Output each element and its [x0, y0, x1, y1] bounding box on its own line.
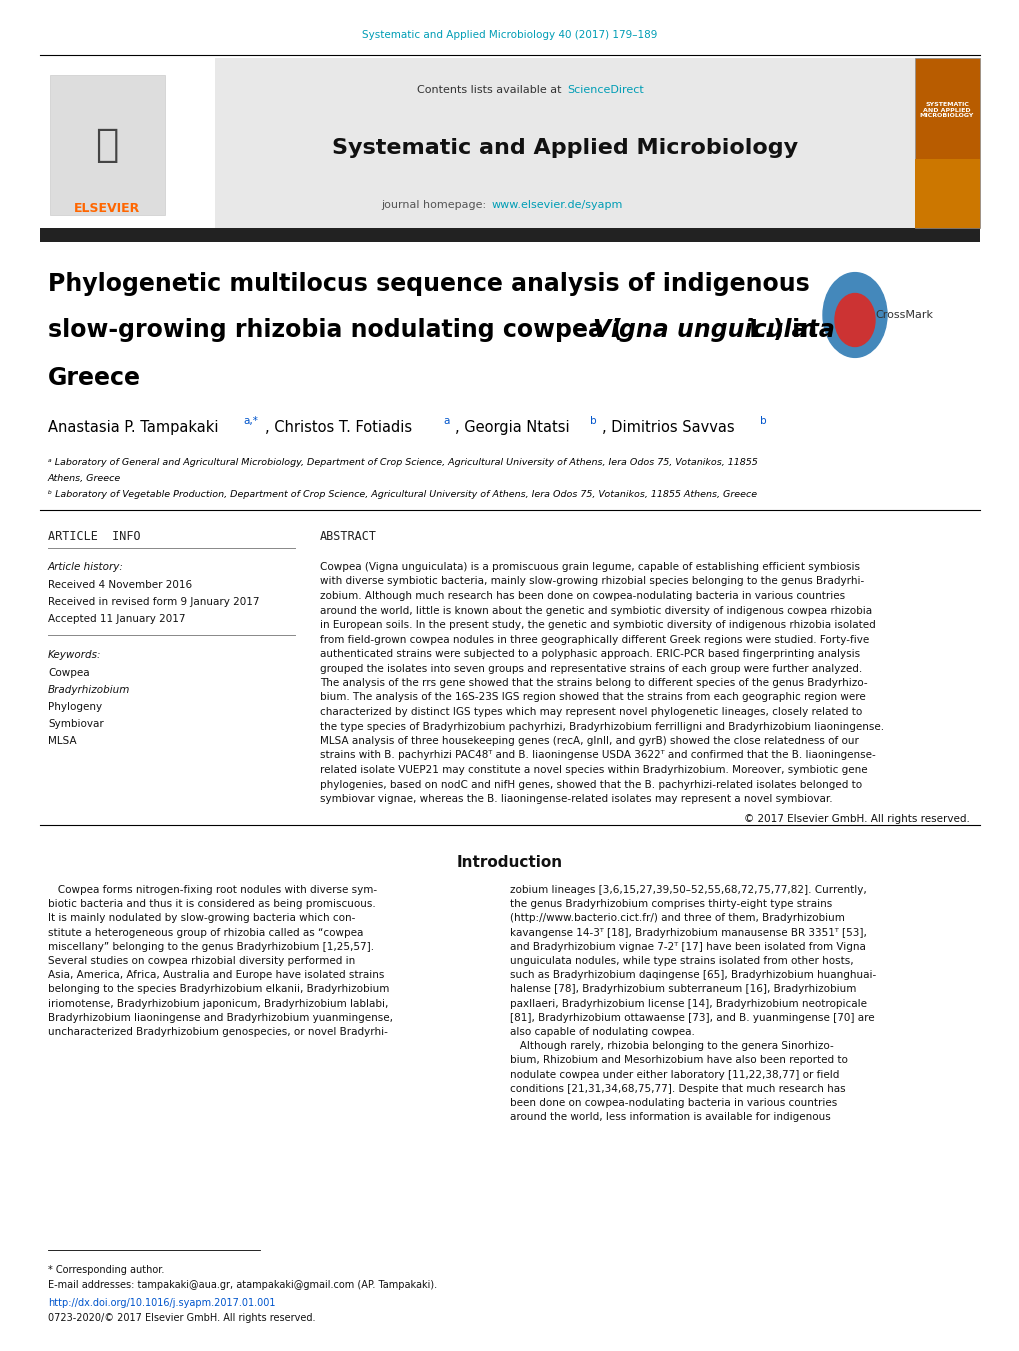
Text: around the world, less information is available for indigenous: around the world, less information is av… [510, 1112, 829, 1123]
Text: conditions [21,31,34,68,75,77]. Despite that much research has: conditions [21,31,34,68,75,77]. Despite … [510, 1084, 845, 1094]
Text: been done on cowpea-nodulating bacteria in various countries: been done on cowpea-nodulating bacteria … [510, 1098, 837, 1108]
Text: authenticated strains were subjected to a polyphasic approach. ERIC-PCR based fi: authenticated strains were subjected to … [320, 648, 859, 659]
Text: symbiovar vignae, whereas the B. liaoningense-related isolates may represent a n: symbiovar vignae, whereas the B. liaonin… [320, 794, 832, 804]
Text: E-mail addresses: tampakaki@aua.gr, atampakaki@gmail.com (AP. Tampakaki).: E-mail addresses: tampakaki@aua.gr, atam… [48, 1279, 437, 1290]
Text: Greece: Greece [48, 366, 141, 390]
Text: zobium lineages [3,6,15,27,39,50–52,55,68,72,75,77,82]. Currently,: zobium lineages [3,6,15,27,39,50–52,55,6… [510, 885, 866, 894]
Text: www.elsevier.de/syapm: www.elsevier.de/syapm [491, 200, 623, 209]
Text: also capable of nodulating cowpea.: also capable of nodulating cowpea. [510, 1027, 694, 1038]
Text: Bradyrhizobium liaoningense and Bradyrhizobium yuanmingense,: Bradyrhizobium liaoningense and Bradyrhi… [48, 1013, 392, 1023]
Text: related isolate VUEP21 may constitute a novel species within Bradyrhizobium. Mor: related isolate VUEP21 may constitute a … [320, 765, 867, 775]
Text: Several studies on cowpea rhizobial diversity performed in: Several studies on cowpea rhizobial dive… [48, 957, 355, 966]
Text: ELSEVIER: ELSEVIER [73, 201, 140, 215]
Text: Systematic and Applied Microbiology 40 (2017) 179–189: Systematic and Applied Microbiology 40 (… [362, 30, 657, 41]
Text: a,*: a,* [243, 416, 258, 426]
Text: strains with B. pachyrhizi PAC48ᵀ and B. liaoningense USDA 3622ᵀ and confirmed t: strains with B. pachyrhizi PAC48ᵀ and B.… [320, 751, 875, 761]
Text: in European soils. In the present study, the genetic and symbiotic diversity of : in European soils. In the present study,… [320, 620, 875, 630]
Text: Accepted 11 January 2017: Accepted 11 January 2017 [48, 613, 185, 624]
Text: Vigna unguiculata: Vigna unguiculata [592, 317, 835, 342]
Text: Received in revised form 9 January 2017: Received in revised form 9 January 2017 [48, 597, 259, 607]
Text: Received 4 November 2016: Received 4 November 2016 [48, 580, 192, 590]
Text: stitute a heterogeneous group of rhizobia called as “cowpea: stitute a heterogeneous group of rhizobi… [48, 928, 363, 938]
Text: CrossMark: CrossMark [874, 309, 932, 320]
Text: nodulate cowpea under either laboratory [11,22,38,77] or field: nodulate cowpea under either laboratory … [510, 1070, 839, 1079]
Text: b: b [759, 416, 766, 426]
Text: Article history:: Article history: [48, 562, 123, 571]
Text: zobium. Although much research has been done on cowpea-nodulating bacteria in va: zobium. Although much research has been … [320, 590, 845, 601]
Text: the type species of Bradyrhizobium pachyrhizi, Bradyrhizobium ferrilligni and Br: the type species of Bradyrhizobium pachy… [320, 721, 883, 731]
Text: L.) in: L.) in [740, 317, 816, 342]
Text: from field-grown cowpea nodules in three geographically different Greek regions : from field-grown cowpea nodules in three… [320, 635, 868, 644]
Text: SYSTEMATIC
AND APPLIED
MICROBIOLOGY: SYSTEMATIC AND APPLIED MICROBIOLOGY [919, 101, 973, 119]
Text: Bradyrhizobium: Bradyrhizobium [48, 685, 130, 694]
Text: Contents lists available at: Contents lists available at [417, 85, 565, 95]
Text: ScienceDirect: ScienceDirect [567, 85, 643, 95]
Text: (http://www.bacterio.cict.fr/) and three of them, Bradyrhizobium: (http://www.bacterio.cict.fr/) and three… [510, 913, 844, 923]
Text: Systematic and Applied Microbiology: Systematic and Applied Microbiology [331, 138, 797, 158]
Text: Athens, Greece: Athens, Greece [48, 474, 121, 484]
Text: Anastasia P. Tampakaki: Anastasia P. Tampakaki [48, 420, 218, 435]
Text: bium, Rhizobium and Mesorhizobium have also been reported to: bium, Rhizobium and Mesorhizobium have a… [510, 1055, 847, 1066]
Text: It is mainly nodulated by slow-growing bacteria which con-: It is mainly nodulated by slow-growing b… [48, 913, 355, 923]
Text: ᵃ Laboratory of General and Agricultural Microbiology, Department of Crop Scienc: ᵃ Laboratory of General and Agricultural… [48, 458, 757, 467]
Text: MLSA: MLSA [48, 736, 76, 746]
Text: belonging to the species Bradyrhizobium elkanii, Bradyrhizobium: belonging to the species Bradyrhizobium … [48, 985, 389, 994]
Text: Although rarely, rhizobia belonging to the genera Sinorhizo-: Although rarely, rhizobia belonging to t… [510, 1042, 833, 1051]
Text: Cowpea (Vigna unguiculata) is a promiscuous grain legume, capable of establishin: Cowpea (Vigna unguiculata) is a promiscu… [320, 562, 859, 571]
Text: © 2017 Elsevier GmbH. All rights reserved.: © 2017 Elsevier GmbH. All rights reserve… [744, 815, 969, 824]
Text: around the world, little is known about the genetic and symbiotic diversity of i: around the world, little is known about … [320, 605, 871, 616]
Text: unguiculata nodules, while type strains isolated from other hosts,: unguiculata nodules, while type strains … [510, 957, 853, 966]
Text: 0723-2020/© 2017 Elsevier GmbH. All rights reserved.: 0723-2020/© 2017 Elsevier GmbH. All righ… [48, 1313, 315, 1323]
Text: * Corresponding author.: * Corresponding author. [48, 1265, 164, 1275]
Text: The analysis of the rrs gene showed that the strains belong to different species: The analysis of the rrs gene showed that… [320, 678, 867, 688]
Text: halense [78], Bradyrhizobium subterraneum [16], Bradyrhizobium: halense [78], Bradyrhizobium subterraneu… [510, 985, 856, 994]
Text: ABSTRACT: ABSTRACT [320, 530, 377, 543]
Text: and Bradyrhizobium vignae 7-2ᵀ [17] have been isolated from Vigna: and Bradyrhizobium vignae 7-2ᵀ [17] have… [510, 942, 865, 952]
Text: phylogenies, based on nodC and nifH genes, showed that the B. pachyrhizi-related: phylogenies, based on nodC and nifH gene… [320, 780, 861, 789]
Text: paxllaeri, Bradyrhizobium license [14], Bradyrhizobium neotropicale: paxllaeri, Bradyrhizobium license [14], … [510, 998, 866, 1009]
Text: b: b [589, 416, 596, 426]
Text: slow-growing rhizobia nodulating cowpea (: slow-growing rhizobia nodulating cowpea … [48, 317, 623, 342]
Text: bium. The analysis of the 16S-23S IGS region showed that the strains from each g: bium. The analysis of the 16S-23S IGS re… [320, 693, 865, 703]
Text: miscellany” belonging to the genus Bradyrhizobium [1,25,57].: miscellany” belonging to the genus Brady… [48, 942, 374, 952]
Text: biotic bacteria and thus it is considered as being promiscuous.: biotic bacteria and thus it is considere… [48, 900, 375, 909]
Text: with diverse symbiotic bacteria, mainly slow-growing rhizobial species belonging: with diverse symbiotic bacteria, mainly … [320, 577, 863, 586]
Text: Cowpea forms nitrogen-fixing root nodules with diverse sym-: Cowpea forms nitrogen-fixing root nodule… [48, 885, 377, 894]
Text: Phylogeny: Phylogeny [48, 703, 102, 712]
Text: [81], Bradyrhizobium ottawaense [73], and B. yuanmingense [70] are: [81], Bradyrhizobium ottawaense [73], an… [510, 1013, 873, 1023]
Text: the genus Bradyrhizobium comprises thirty-eight type strains: the genus Bradyrhizobium comprises thirt… [510, 900, 832, 909]
Text: kavangense 14-3ᵀ [18], Bradyrhizobium manausense BR 3351ᵀ [53],: kavangense 14-3ᵀ [18], Bradyrhizobium ma… [510, 928, 866, 938]
Text: Asia, America, Africa, Australia and Europe have isolated strains: Asia, America, Africa, Australia and Eur… [48, 970, 384, 981]
Text: Phylogenetic multilocus sequence analysis of indigenous: Phylogenetic multilocus sequence analysi… [48, 272, 809, 296]
Text: grouped the isolates into seven groups and representative strains of each group : grouped the isolates into seven groups a… [320, 663, 861, 674]
Text: a: a [442, 416, 449, 426]
Text: Keywords:: Keywords: [48, 650, 102, 661]
Text: , Dimitrios Savvas: , Dimitrios Savvas [601, 420, 734, 435]
Text: characterized by distinct IGS types which may represent novel phylogenetic linea: characterized by distinct IGS types whic… [320, 707, 861, 717]
Text: , Christos T. Fotiadis: , Christos T. Fotiadis [265, 420, 412, 435]
Text: MLSA analysis of three housekeeping genes (recA, glnII, and gyrB) showed the clo: MLSA analysis of three housekeeping gene… [320, 736, 858, 746]
Text: such as Bradyrhizobium daqingense [65], Bradyrhizobium huanghuai-: such as Bradyrhizobium daqingense [65], … [510, 970, 875, 981]
Text: Cowpea: Cowpea [48, 667, 90, 678]
Text: Introduction: Introduction [457, 855, 562, 870]
Text: , Georgia Ntatsi: , Georgia Ntatsi [454, 420, 569, 435]
Text: uncharacterized Bradyrhizobium genospecies, or novel Bradyrhi-: uncharacterized Bradyrhizobium genospeci… [48, 1027, 387, 1038]
Text: 🌳: 🌳 [95, 126, 118, 163]
Text: journal homepage:: journal homepage: [381, 200, 489, 209]
Text: ARTICLE  INFO: ARTICLE INFO [48, 530, 141, 543]
Text: Symbiovar: Symbiovar [48, 719, 104, 730]
Text: http://dx.doi.org/10.1016/j.syapm.2017.01.001: http://dx.doi.org/10.1016/j.syapm.2017.0… [48, 1298, 275, 1308]
Text: iriomotense, Bradyrhizobium japonicum, Bradyrhizobium lablabi,: iriomotense, Bradyrhizobium japonicum, B… [48, 998, 388, 1009]
Text: ᵇ Laboratory of Vegetable Production, Department of Crop Science, Agricultural U: ᵇ Laboratory of Vegetable Production, De… [48, 490, 756, 499]
